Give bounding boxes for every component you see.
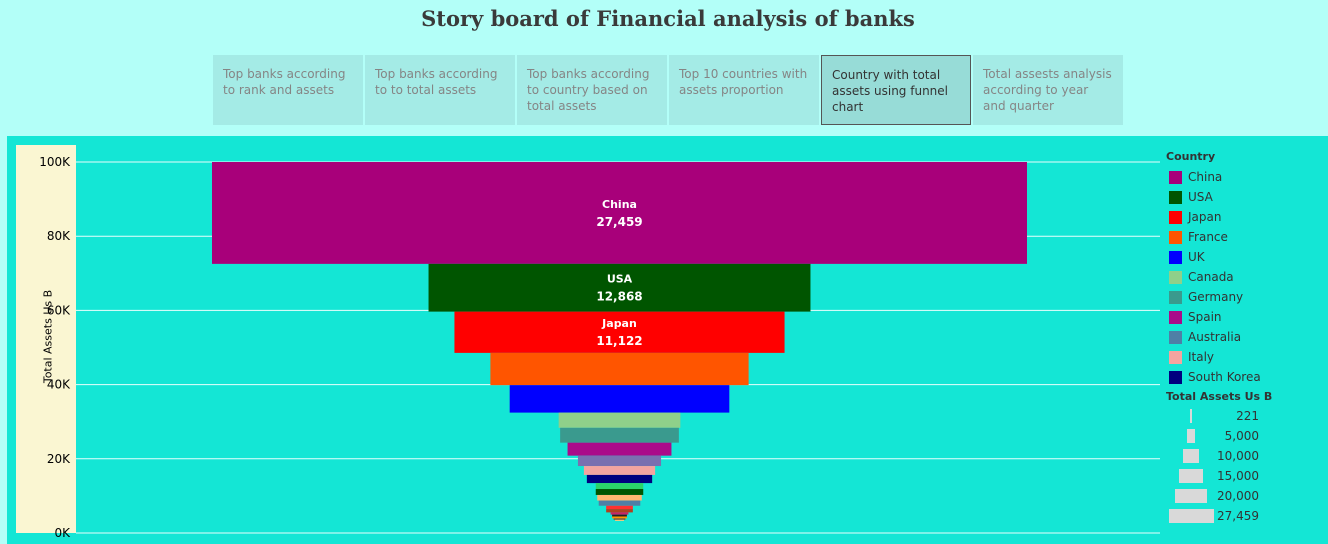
legend-label: Italy — [1188, 350, 1215, 364]
size-legend-bar — [1182, 449, 1200, 463]
funnel-segment-germany — [560, 427, 679, 443]
legend-item-south-korea[interactable]: South Korea — [1166, 367, 1326, 387]
funnel-segment-spain — [567, 442, 672, 456]
tab-total-assets[interactable]: Top banks according to to total assets — [365, 55, 515, 125]
size-legend-label: 10,000 — [1217, 449, 1259, 463]
size-legend-item: 20,000 — [1166, 486, 1326, 506]
segment-value-label: 12,868 — [596, 290, 642, 304]
legend: Country China USA Japan France UK Canada Germa… — [1166, 150, 1326, 526]
size-legend-bar — [1178, 469, 1204, 483]
legend-swatch — [1169, 370, 1182, 384]
legend-swatch — [1169, 190, 1182, 204]
legend-title: Country — [1166, 150, 1216, 163]
legend-label: Australia — [1188, 330, 1242, 344]
legend-item-italy[interactable]: Italy — [1166, 347, 1326, 367]
legend-swatch — [1169, 170, 1182, 184]
legend-label: France — [1188, 230, 1228, 244]
funnel-segment — [612, 514, 627, 517]
funnel-segment-uk — [509, 385, 730, 413]
funnel-segment — [586, 474, 653, 484]
funnel-segment — [615, 519, 624, 521]
size-legend-item: 221 — [1166, 406, 1326, 426]
legend-label: China — [1188, 170, 1223, 184]
size-legend-bar — [1174, 489, 1208, 503]
size-legend-label: 221 — [1236, 409, 1259, 423]
segment-country-label: USA — [607, 273, 633, 286]
y-tick-label: 80K — [47, 229, 71, 243]
legend-swatch — [1169, 210, 1182, 224]
legend-label: Germany — [1188, 290, 1244, 304]
funnel-segment — [610, 512, 629, 515]
size-legend-bar — [1168, 509, 1214, 523]
legend-label: USA — [1188, 190, 1213, 204]
legend-item-canada[interactable]: Canada — [1166, 267, 1326, 287]
segment-value-label: 27,459 — [596, 215, 642, 229]
y-tick-label: 0K — [54, 526, 71, 540]
funnel-segment — [597, 494, 642, 501]
size-legend-item: 5,000 — [1166, 426, 1326, 446]
funnel-segment — [606, 505, 633, 510]
legend-label: Canada — [1188, 270, 1234, 284]
segment-country-label: Japan — [601, 317, 637, 330]
funnel-segment — [577, 455, 662, 467]
size-legend-title: Total Assets Us B — [1166, 390, 1273, 403]
size-legend-label: 27,459 — [1217, 509, 1259, 523]
funnel-segment-usa — [428, 263, 811, 312]
legend-item-france[interactable]: France — [1166, 227, 1326, 247]
tab-funnel-chart[interactable]: Country with total assets using funnel c… — [821, 55, 971, 125]
legend-swatch — [1169, 330, 1182, 344]
funnel-segment — [612, 516, 627, 519]
funnel-segment-china — [212, 162, 1027, 264]
y-tick-label: 20K — [47, 452, 71, 466]
legend-item-spain[interactable]: Spain — [1166, 307, 1326, 327]
size-legend-item: 15,000 — [1166, 466, 1326, 486]
y-tick-label: 40K — [47, 378, 71, 392]
legend-label: UK — [1188, 250, 1205, 264]
funnel-segment-canada — [558, 412, 681, 428]
size-legend-item: 10,000 — [1166, 446, 1326, 466]
size-legend-label: 5,000 — [1224, 429, 1259, 443]
funnel-segment — [606, 509, 633, 513]
funnel-segment — [595, 489, 644, 495]
legend-item-australia[interactable]: Australia — [1166, 327, 1326, 347]
size-legend-label: 20,000 — [1217, 489, 1259, 503]
size-legend-label: 15,000 — [1217, 469, 1259, 483]
funnel-segment — [583, 466, 656, 475]
legend-swatch — [1169, 350, 1182, 364]
legend-label: Spain — [1188, 310, 1222, 324]
funnel-segment-japan — [454, 311, 785, 353]
legend-item-uk[interactable]: UK — [1166, 247, 1326, 267]
legend-label: Japan — [1188, 210, 1222, 224]
tab-top-10-countries[interactable]: Top 10 countries with assets proportion — [669, 55, 819, 125]
funnel-segment — [598, 500, 641, 506]
y-tick-label: 60K — [47, 303, 71, 317]
y-axis-panel — [16, 145, 76, 533]
size-legend-bar — [1190, 409, 1192, 423]
segment-value-label: 11,122 — [596, 334, 642, 348]
segment-country-label: China — [602, 198, 637, 211]
legend-swatch — [1169, 230, 1182, 244]
y-tick-label: 100K — [39, 155, 71, 169]
tab-rank-and-assets[interactable]: Top banks according to rank and assets — [213, 55, 363, 125]
funnel-segment — [613, 518, 626, 520]
funnel-segment — [595, 483, 644, 490]
size-legend-item: 27,459 — [1166, 506, 1326, 526]
legend-item-japan[interactable]: Japan — [1166, 207, 1326, 227]
legend-swatch — [1169, 310, 1182, 324]
legend-item-china[interactable]: China — [1166, 167, 1326, 187]
legend-swatch — [1169, 270, 1182, 284]
legend-swatch — [1169, 290, 1182, 304]
tab-year-quarter[interactable]: Total assests analysis according to year… — [973, 55, 1123, 125]
tab-country-total-assets[interactable]: Top banks according to country based on … — [517, 55, 667, 125]
page-title: Story board of Financial analysis of ban… — [421, 6, 915, 31]
legend-label: South Korea — [1188, 370, 1261, 384]
legend-item-usa[interactable]: USA — [1166, 187, 1326, 207]
size-legend-bar — [1186, 429, 1196, 443]
funnel-segment-france — [490, 352, 749, 386]
legend-swatch — [1169, 250, 1182, 264]
legend-item-germany[interactable]: Germany — [1166, 287, 1326, 307]
